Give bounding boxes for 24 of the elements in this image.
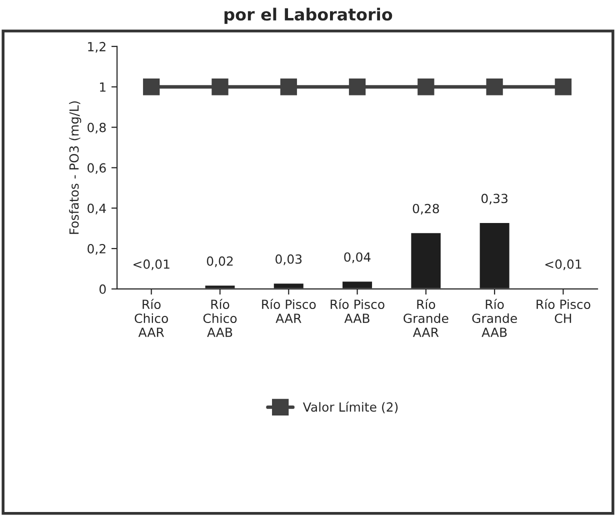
y-tick-label: 1 (100, 82, 106, 92)
x-tick-label: Río Chico AAB (203, 298, 237, 337)
x-tick-label: Río Pisco AAR (262, 298, 316, 323)
data-label: <0,01 (134, 259, 170, 270)
data-label: 0,02 (206, 256, 233, 268)
data-label: <0,01 (545, 259, 582, 270)
y-tick-label: 0 (99, 284, 106, 294)
data-label: 0,03 (276, 254, 302, 266)
x-tick-label: Río Grande AAB (472, 298, 517, 337)
data-label: 0,28 (412, 204, 439, 215)
y-tick-label: 0,2 (88, 244, 106, 255)
y-tick-label: 1,2 (88, 42, 106, 53)
legend-label: Valor Límite (2) (302, 402, 398, 414)
x-tick-label: Río Pisco AAB (330, 298, 384, 323)
x-tick-label: Río Pisco CH (536, 298, 590, 324)
data-label: 0,33 (481, 194, 508, 204)
data-label: 0,04 (344, 252, 370, 264)
y-tick-label: 0,6 (88, 163, 106, 174)
x-tick-label: Río Grande AAR (404, 298, 448, 337)
y-axis-title: Fosfatos - PO3 (mg/L) (69, 101, 82, 234)
y-tick-label: 0,4 (88, 204, 106, 214)
y-tick-label: 0,8 (88, 122, 106, 134)
chart-title: por el Laboratorio (224, 8, 392, 24)
x-tick-label: Río Chico AAR (134, 298, 168, 337)
